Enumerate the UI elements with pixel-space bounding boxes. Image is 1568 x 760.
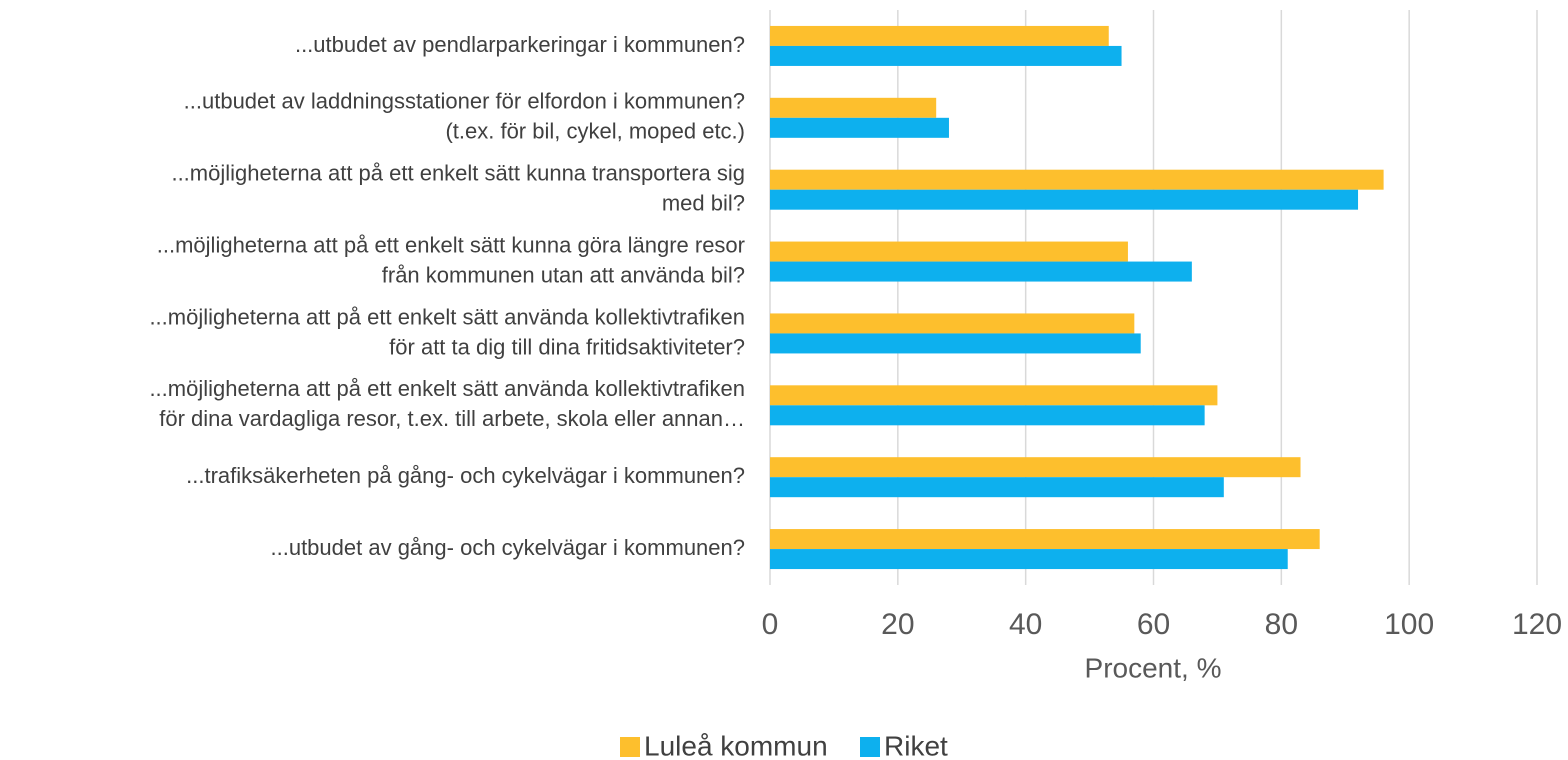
bar xyxy=(770,189,1359,210)
y-tick-label: ...möjligheterna att på ett enkelt sätt … xyxy=(157,232,745,257)
y-tick-label: (t.ex. för bil, cykel, moped etc.) xyxy=(445,119,745,144)
bar xyxy=(770,261,1192,282)
y-tick-label: ...möjligheterna att på ett enkelt sätt … xyxy=(149,376,745,401)
y-tick-label: med bil? xyxy=(662,191,745,216)
bar xyxy=(770,45,1122,66)
y-tick-label: ...möjligheterna att på ett enkelt sätt … xyxy=(171,161,745,186)
bar xyxy=(770,313,1135,334)
bar xyxy=(770,477,1224,498)
x-axis-title: Procent, % xyxy=(1085,652,1222,683)
x-tick-label: 60 xyxy=(1137,608,1170,641)
legend-swatch xyxy=(620,737,640,757)
y-tick-label: ...utbudet av gång- och cykelvägar i kom… xyxy=(271,535,746,560)
bar xyxy=(770,333,1141,354)
y-tick-label: för dina vardagliga resor, t.ex. till ar… xyxy=(159,406,745,431)
bar xyxy=(770,529,1320,550)
bar xyxy=(770,117,949,138)
x-tick-label: 80 xyxy=(1265,608,1298,641)
bar xyxy=(770,385,1218,406)
x-tick-label: 100 xyxy=(1384,608,1434,641)
x-tick-label: 40 xyxy=(1009,608,1042,641)
bar xyxy=(770,97,937,118)
bar xyxy=(770,25,1109,46)
y-tick-label: ...utbudet av pendlarparkeringar i kommu… xyxy=(295,32,745,57)
bar xyxy=(770,169,1384,190)
bar xyxy=(770,405,1205,426)
bar xyxy=(770,241,1128,262)
y-tick-label: från kommunen utan att använda bil? xyxy=(382,262,745,287)
y-tick-label: ...möjligheterna att på ett enkelt sätt … xyxy=(149,304,745,329)
bar xyxy=(770,457,1301,478)
x-tick-label: 20 xyxy=(881,608,914,641)
y-tick-label: för att ta dig till dina fritidsaktivite… xyxy=(389,334,745,359)
x-tick-label: 120 xyxy=(1512,608,1562,641)
legend-label: Luleå kommun xyxy=(644,730,828,760)
legend-swatch xyxy=(860,737,880,757)
x-tick-label: 0 xyxy=(762,608,779,641)
legend-label: Riket xyxy=(884,730,948,760)
y-tick-label: ...utbudet av laddningsstationer för elf… xyxy=(184,89,745,114)
y-tick-label: ...trafiksäkerheten på gång- och cykelvä… xyxy=(186,463,745,488)
bar xyxy=(770,549,1288,570)
